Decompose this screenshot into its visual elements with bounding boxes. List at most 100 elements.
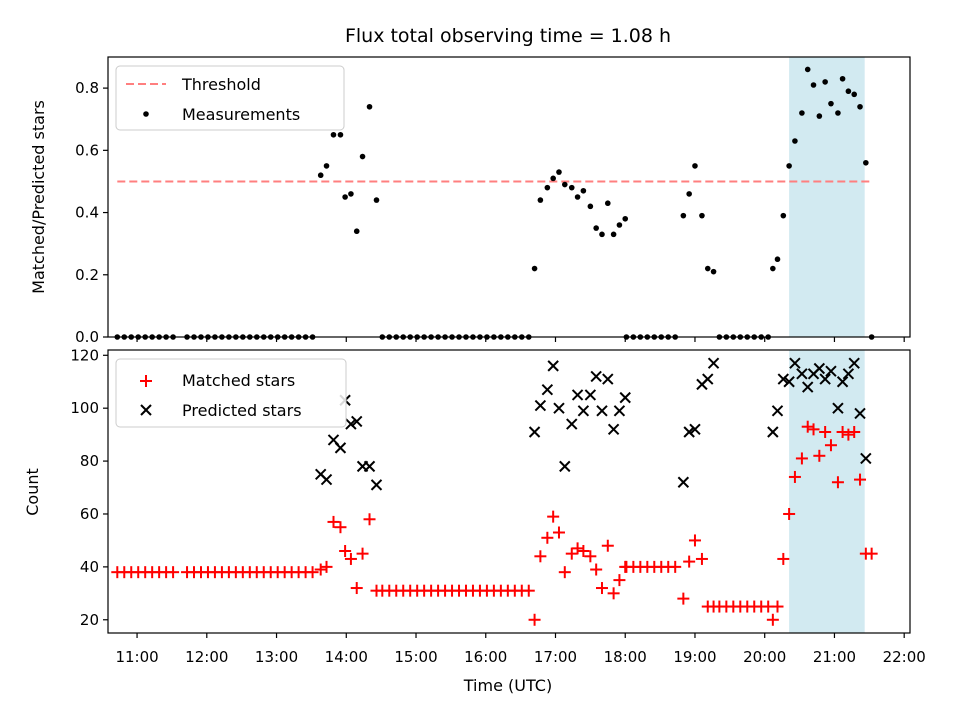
matched-star-point xyxy=(595,582,608,595)
legend-top: Threshold Measurements xyxy=(115,65,345,131)
measurement-point xyxy=(330,131,337,138)
matched-star-point xyxy=(552,526,565,539)
x-tick-label: 15:00 xyxy=(394,648,437,666)
x-tick-label: 14:00 xyxy=(325,648,368,666)
predicted-star-point xyxy=(802,381,814,393)
measurement-point xyxy=(857,103,863,110)
legend-matched-label: Matched stars xyxy=(182,371,295,390)
matched-star-point xyxy=(350,582,363,595)
predicted-star-point xyxy=(534,399,547,412)
matched-star-point xyxy=(327,515,340,528)
matched-star-point xyxy=(547,510,560,523)
y-tick-label: 40 xyxy=(80,558,99,576)
matched-star-point xyxy=(771,600,784,613)
predicted-star-point xyxy=(842,368,855,380)
plot-frame-bottom xyxy=(107,349,911,634)
measurement-point xyxy=(550,175,556,182)
x-tick-label: 21:00 xyxy=(813,648,856,666)
legend-predicted-label: Predicted stars xyxy=(182,401,302,420)
measurement-point xyxy=(317,172,324,179)
matched-star-point xyxy=(669,560,682,573)
matched-star-point xyxy=(783,507,796,520)
matched-star-point xyxy=(558,566,571,579)
measurement-point xyxy=(556,169,562,175)
x-tick-label: 12:00 xyxy=(185,648,228,666)
predicted-star-point xyxy=(854,407,866,420)
matched-star-point xyxy=(819,425,832,438)
measurement-point xyxy=(710,268,717,275)
y-tick-label: 0.6 xyxy=(75,141,99,159)
predicted-star-point xyxy=(848,357,860,369)
predicted-star-point xyxy=(819,373,831,385)
measurement-point xyxy=(680,212,687,219)
y-axis-label-bottom: Count xyxy=(23,468,42,516)
measurement-point xyxy=(816,113,823,119)
y-tick-label: 100 xyxy=(70,399,99,417)
x-tick-label: 17:00 xyxy=(534,648,577,666)
predicted-star-point xyxy=(813,362,826,375)
matched-star-point xyxy=(854,473,867,486)
measurement-point xyxy=(851,91,858,98)
matched-star-point xyxy=(865,547,878,560)
x-ticks-top xyxy=(136,337,905,342)
highlight-span-bottom xyxy=(789,350,865,633)
matched-star-point xyxy=(766,613,779,626)
measurement-point xyxy=(863,159,869,166)
predicted-star-point xyxy=(370,479,383,491)
matched-star-point xyxy=(590,563,603,576)
legend-predicted-marker xyxy=(140,404,152,416)
matched-star-point xyxy=(683,555,696,568)
chart-title: Flux total observing time = 1.08 h xyxy=(345,25,671,47)
legend-bottom: Matched stars Predicted stars xyxy=(115,358,347,428)
predicted-star-point xyxy=(796,368,808,380)
predicted-star-point xyxy=(596,405,608,417)
legend-measurements-label: Measurements xyxy=(182,105,300,124)
measurement-point xyxy=(348,191,354,197)
plot-frame-top xyxy=(107,56,911,338)
matched-star-point xyxy=(339,545,352,558)
predicted-star-point xyxy=(702,373,714,385)
measurement-point xyxy=(574,194,581,200)
legend-matched-marker xyxy=(140,375,152,387)
predicted-star-point xyxy=(619,391,631,404)
predicted-star-point xyxy=(832,402,844,414)
legend-box-top xyxy=(115,65,345,131)
measurement-point xyxy=(770,265,776,272)
matched-star-point xyxy=(813,449,826,462)
matched-star-point xyxy=(836,425,849,438)
matched-star-point xyxy=(613,574,626,587)
predicted-star-point xyxy=(559,460,571,473)
measurement-point xyxy=(610,231,617,238)
x-tick-label: 11:00 xyxy=(115,648,158,666)
legend-box-bottom xyxy=(115,358,347,428)
measurement-point xyxy=(686,191,692,197)
measurement-point xyxy=(373,197,380,203)
predicted-star-point xyxy=(767,426,779,438)
predicted-star-point xyxy=(607,423,620,436)
measurement-point xyxy=(593,225,599,231)
measurement-point xyxy=(366,103,373,110)
measurement-point xyxy=(835,110,841,116)
matched-star-point xyxy=(334,521,347,534)
matched-star-point xyxy=(565,547,578,560)
matched-star-point xyxy=(320,560,333,573)
legend-measurements-marker xyxy=(143,111,149,117)
matched-star-point xyxy=(363,513,376,526)
y-tick-label: 60 xyxy=(80,505,99,523)
matched-star-point xyxy=(824,439,837,452)
measurement-point xyxy=(786,163,792,169)
matched-star-point xyxy=(541,531,554,544)
measurement-point xyxy=(828,100,834,107)
y-tick-label: 0.8 xyxy=(75,79,99,97)
y-ticks-top: 0.0 0.2 0.4 0.6 0.8 xyxy=(75,79,108,346)
measurement-point xyxy=(568,184,575,191)
predicted-star-point xyxy=(584,389,597,401)
predicted-star-point xyxy=(351,415,363,428)
matched-star-point xyxy=(607,587,620,600)
matched-star-point xyxy=(571,542,584,555)
x-tick-label: 18:00 xyxy=(604,648,647,666)
predicted-star-point xyxy=(577,405,590,417)
measurement-point xyxy=(587,203,594,210)
measurement-point xyxy=(774,256,781,263)
predicted-star-point xyxy=(677,476,690,488)
